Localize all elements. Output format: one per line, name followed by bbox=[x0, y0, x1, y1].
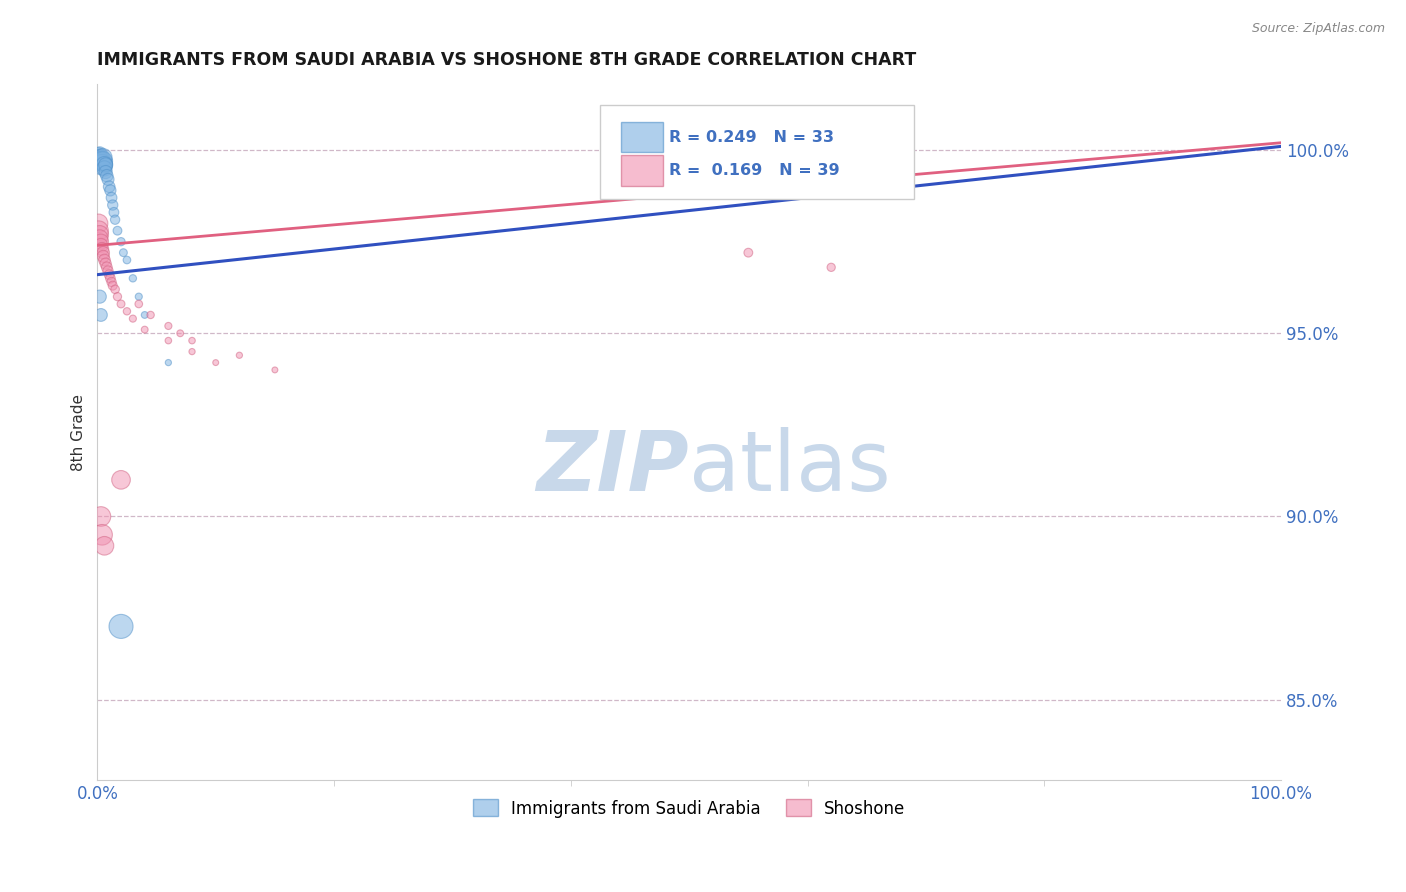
Point bbox=[204, 355, 226, 369]
Point bbox=[737, 245, 759, 260]
Legend: Immigrants from Saudi Arabia, Shoshone: Immigrants from Saudi Arabia, Shoshone bbox=[467, 793, 912, 824]
Point bbox=[91, 158, 114, 172]
Point bbox=[157, 318, 180, 333]
Point bbox=[93, 252, 115, 267]
Point bbox=[100, 275, 122, 289]
Point bbox=[94, 165, 117, 179]
Point bbox=[110, 297, 132, 311]
Point bbox=[91, 154, 114, 169]
Point bbox=[103, 205, 125, 219]
Point bbox=[90, 235, 112, 249]
Point bbox=[169, 326, 191, 341]
Point bbox=[104, 282, 127, 296]
Point bbox=[157, 355, 180, 369]
Point bbox=[100, 191, 122, 205]
Text: IMMIGRANTS FROM SAUDI ARABIA VS SHOSHONE 8TH GRADE CORRELATION CHART: IMMIGRANTS FROM SAUDI ARABIA VS SHOSHONE… bbox=[97, 51, 917, 69]
FancyBboxPatch shape bbox=[620, 121, 664, 153]
Point bbox=[107, 224, 129, 238]
Point bbox=[128, 290, 150, 304]
Point bbox=[89, 231, 111, 245]
Point bbox=[110, 619, 132, 633]
Point bbox=[134, 308, 156, 322]
Text: ZIP: ZIP bbox=[537, 426, 689, 508]
Point bbox=[181, 334, 204, 348]
Text: Source: ZipAtlas.com: Source: ZipAtlas.com bbox=[1251, 22, 1385, 36]
Point bbox=[87, 146, 110, 161]
Point bbox=[89, 227, 111, 242]
Point bbox=[820, 260, 842, 275]
Point bbox=[94, 257, 117, 271]
FancyBboxPatch shape bbox=[620, 155, 664, 186]
Point bbox=[90, 509, 112, 524]
Text: R = 0.249   N = 33: R = 0.249 N = 33 bbox=[669, 129, 834, 145]
Point bbox=[121, 271, 143, 285]
Point bbox=[96, 169, 118, 183]
Point bbox=[96, 260, 118, 275]
Point bbox=[101, 278, 124, 293]
Point bbox=[112, 245, 135, 260]
Point bbox=[93, 161, 115, 176]
Point bbox=[115, 304, 138, 318]
Point bbox=[98, 179, 121, 194]
Point bbox=[101, 198, 124, 212]
Point bbox=[139, 308, 162, 322]
Point bbox=[121, 311, 143, 326]
Point bbox=[90, 238, 112, 252]
Point bbox=[87, 224, 110, 238]
Point bbox=[93, 539, 115, 553]
Point bbox=[91, 528, 114, 542]
Point bbox=[91, 154, 114, 169]
Point bbox=[94, 158, 117, 172]
Point bbox=[128, 297, 150, 311]
Point bbox=[104, 212, 127, 227]
Point bbox=[87, 150, 110, 164]
Point bbox=[87, 216, 110, 230]
Point bbox=[90, 154, 112, 169]
Point bbox=[98, 268, 121, 282]
Text: atlas: atlas bbox=[689, 426, 891, 508]
Point bbox=[93, 158, 115, 172]
Point bbox=[98, 271, 121, 285]
Point bbox=[91, 249, 114, 263]
Point bbox=[89, 150, 111, 164]
Point bbox=[97, 264, 120, 278]
Point bbox=[90, 150, 112, 164]
Point bbox=[157, 334, 180, 348]
FancyBboxPatch shape bbox=[600, 105, 914, 199]
Point bbox=[91, 150, 114, 164]
Point bbox=[91, 242, 114, 256]
Point bbox=[228, 348, 250, 362]
Point bbox=[89, 290, 111, 304]
Point bbox=[110, 235, 132, 249]
Point bbox=[107, 290, 129, 304]
Point bbox=[97, 172, 120, 186]
Point bbox=[110, 473, 132, 487]
Point bbox=[90, 308, 112, 322]
Point bbox=[98, 183, 121, 197]
Text: R =  0.169   N = 39: R = 0.169 N = 39 bbox=[669, 163, 839, 178]
Point bbox=[115, 252, 138, 267]
Point bbox=[91, 245, 114, 260]
Point bbox=[89, 146, 111, 161]
Point bbox=[264, 363, 287, 377]
Point bbox=[134, 323, 156, 337]
Point bbox=[181, 344, 204, 359]
Y-axis label: 8th Grade: 8th Grade bbox=[72, 393, 86, 471]
